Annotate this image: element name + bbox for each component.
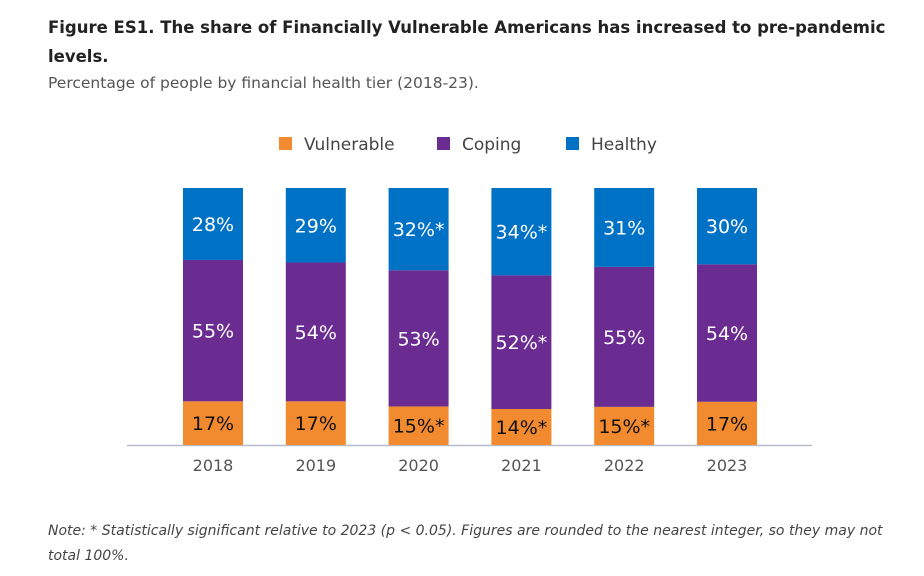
legend-swatch-healthy — [566, 137, 579, 150]
legend-swatch-coping — [437, 137, 450, 150]
data-label-vulnerable-2022: 15%* — [598, 416, 650, 438]
data-label-coping-2021: 52%* — [496, 332, 548, 354]
bar-vulnerable-2021 — [491, 409, 552, 445]
bar-healthy-2022 — [594, 188, 655, 267]
x-tick-label-2022: 2022 — [604, 456, 645, 475]
bar-vulnerable-2023 — [697, 401, 757, 445]
data-label-coping-2019: 54% — [295, 322, 337, 344]
data-label-healthy-2022: 31% — [603, 217, 645, 239]
bar-coping-2020 — [388, 270, 449, 407]
data-label-coping-2020: 53% — [397, 328, 439, 350]
bar-healthy-2023 — [697, 188, 757, 265]
stacked-bar-chart: Vulnerable Coping Healthy 17% 55% 28% 2018 17% 5… — [127, 135, 812, 475]
data-label-coping-2022: 55% — [603, 327, 645, 349]
chart-title: Figure ES1. The share of Financially Vul… — [48, 18, 886, 66]
data-label-vulnerable-2021: 14%* — [496, 417, 548, 439]
x-tick-label-2021: 2021 — [501, 456, 542, 475]
bar-healthy-2020 — [388, 188, 449, 271]
data-label-healthy-2018: 28% — [192, 214, 234, 236]
data-label-vulnerable-2019: 17% — [295, 413, 337, 435]
bar-coping-2021 — [491, 275, 552, 410]
bar-coping-2018 — [183, 259, 243, 402]
bar-healthy-2019 — [285, 188, 346, 263]
data-label-coping-2018: 55% — [192, 321, 234, 343]
x-tick-label-2018: 2018 — [193, 456, 234, 475]
bar-vulnerable-2020 — [388, 406, 449, 445]
bar-vulnerable-2022 — [594, 406, 655, 445]
legend-label-healthy: Healthy — [591, 135, 657, 155]
data-label-vulnerable-2023: 17% — [706, 413, 748, 435]
bar-coping-2023 — [697, 264, 757, 402]
bar-coping-2019 — [285, 262, 346, 402]
data-label-coping-2023: 54% — [706, 323, 748, 345]
x-tick-label-2019: 2019 — [295, 456, 336, 475]
bar-vulnerable-2018 — [183, 401, 243, 445]
data-label-vulnerable-2018: 17% — [192, 413, 234, 435]
data-label-healthy-2019: 29% — [295, 215, 337, 237]
chart-note: Note: * Statistically significant relati… — [48, 523, 883, 564]
chart-subtitle: Percentage of people by financial health… — [48, 74, 479, 92]
data-label-healthy-2020: 32%* — [393, 219, 445, 241]
x-tick-label-2020: 2020 — [398, 456, 439, 475]
bar-vulnerable-2019 — [285, 401, 346, 445]
data-label-vulnerable-2020: 15%* — [393, 416, 445, 438]
bar-healthy-2021 — [491, 188, 552, 276]
legend-swatch-vulnerable — [279, 137, 292, 150]
x-tick-label-2023: 2023 — [707, 456, 748, 475]
data-label-healthy-2023: 30% — [706, 216, 748, 238]
legend-label-vulnerable: Vulnerable — [304, 135, 395, 155]
bar-coping-2022 — [594, 266, 655, 407]
bar-healthy-2018 — [183, 188, 243, 260]
data-label-healthy-2021: 34%* — [496, 222, 548, 244]
legend-label-coping: Coping — [462, 135, 521, 155]
